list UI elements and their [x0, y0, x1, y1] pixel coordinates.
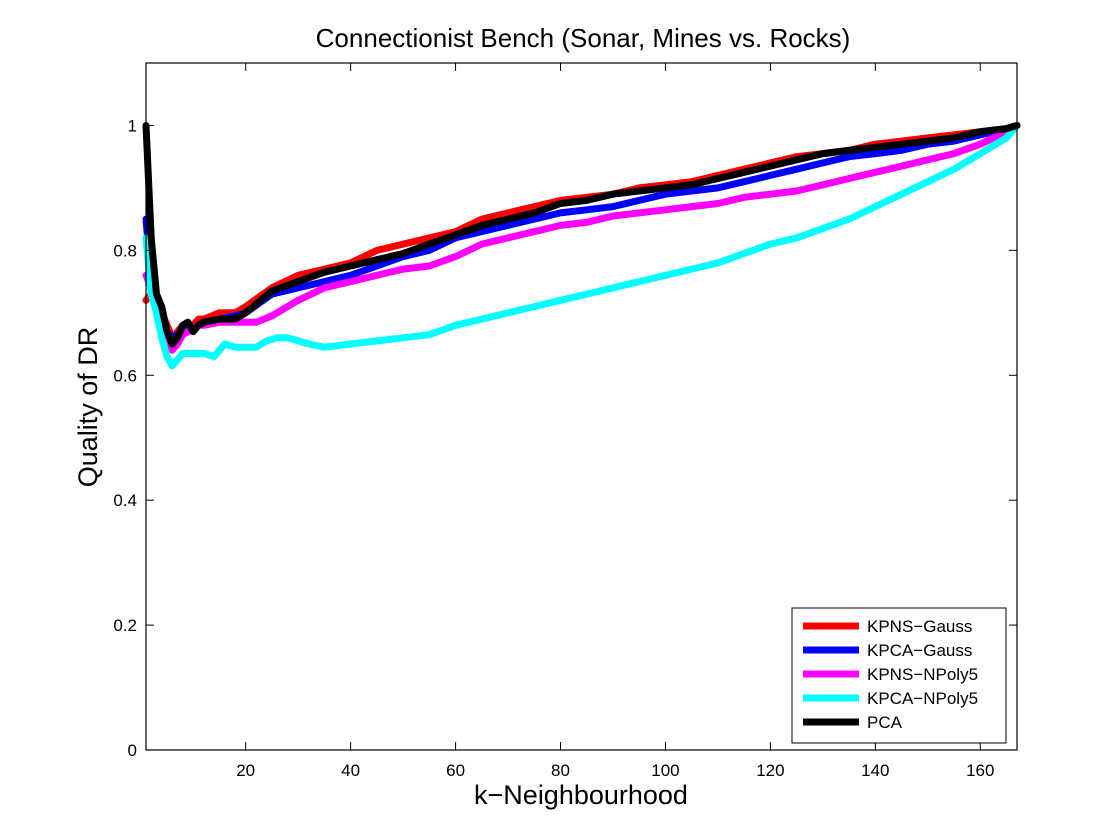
- x-tick-label: 20: [236, 761, 255, 780]
- legend-label: KPCA−NPoly5: [867, 689, 978, 708]
- y-axis-label: Quality of DR: [73, 327, 103, 488]
- series-line-pca: [142, 122, 1021, 348]
- x-tick-label: 140: [861, 761, 889, 780]
- legend-label: KPNS−NPoly5: [867, 665, 978, 684]
- y-tick-label: 0.2: [113, 616, 137, 635]
- series-line-kpns-npoly5: [142, 122, 1021, 354]
- series-layer: [142, 122, 1021, 370]
- y-tick-label: 0.6: [113, 366, 137, 385]
- series-line-kpns-gauss: [142, 122, 1021, 342]
- y-tick-label: 0: [128, 741, 137, 760]
- series-line-kpca-npoly5: [142, 122, 1021, 370]
- x-tick-label: 40: [341, 761, 360, 780]
- legend-label: KPCA−Gauss: [867, 641, 972, 660]
- x-tick-label: 60: [446, 761, 465, 780]
- legend: KPNS−Gauss KPCA−Gauss KPNS−NPoly5 KPCA−NPol…: [791, 607, 1007, 744]
- legend-label: KPNS−Gauss: [867, 617, 972, 636]
- legend-label: PCA: [867, 713, 903, 732]
- y-tick-label: 1: [128, 116, 137, 135]
- x-tick-label: 100: [651, 761, 679, 780]
- y-tick-label: 0.8: [113, 241, 137, 260]
- y-tick-label: 0.4: [113, 491, 137, 510]
- chart-title: Connectionist Bench (Sonar, Mines vs. Ro…: [316, 23, 851, 53]
- x-tick-label: 80: [551, 761, 570, 780]
- series-line-kpca-gauss: [142, 122, 1021, 342]
- ticks-layer: 20 40 60 80 100 120 140 160 0 0.2 0.4 0.6 0.8 1: [113, 63, 1017, 780]
- plot-frame: [145, 62, 1018, 751]
- x-axis-label: k−Neighbourhood: [474, 780, 688, 810]
- x-tick-label: 160: [966, 761, 994, 780]
- x-tick-label: 120: [756, 761, 784, 780]
